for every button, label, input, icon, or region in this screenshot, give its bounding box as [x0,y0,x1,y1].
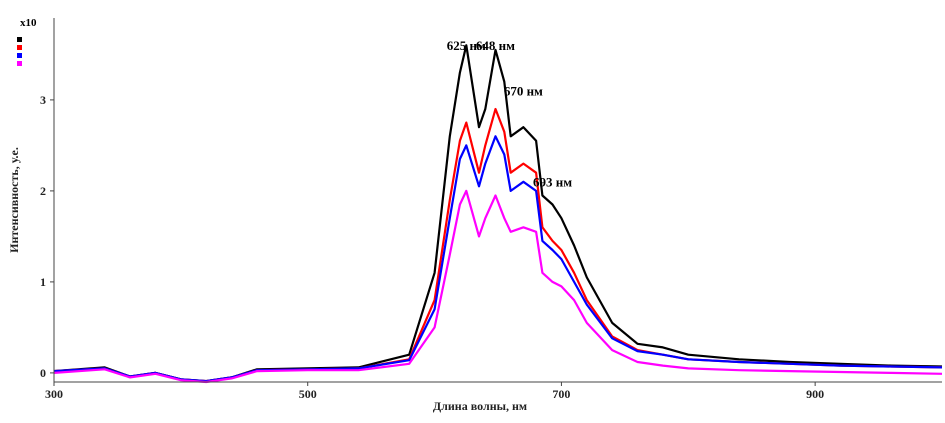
peak-annotation: 693 нм [533,174,572,189]
y-axis-title: Интенсивность, у.е. [7,147,21,253]
x-tick-label: 500 [299,387,317,401]
peak-annotation: 648 нм [476,38,515,53]
peak-annotation: 625 нм [447,38,486,53]
series-line-2 [53,107,943,383]
legend-swatch-2 [17,45,22,50]
legend [17,37,22,66]
x-axis-title: Длина волны, нм [433,399,527,413]
y-multiplier-label: x10 [20,17,37,29]
series-line-3 [53,135,943,383]
y-tick-label: 3 [40,93,46,107]
peak-annotation: 670 нм [504,83,543,98]
plot-area [53,44,943,384]
x-tick-label: 900 [806,387,824,401]
x-tick-label: 300 [45,387,63,401]
y-tick-label: 1 [40,275,46,289]
series-line-1 [53,44,943,383]
legend-swatch-1 [17,37,22,42]
series-line-4 [53,189,943,384]
x-tick-label: 700 [552,387,570,401]
axes: 300 500 700 900 0 1 2 3 [40,18,942,401]
y-tick-label: 0 [40,366,46,380]
legend-swatch-4 [17,61,22,66]
legend-swatch-3 [17,53,22,58]
y-tick-label: 2 [40,184,46,198]
